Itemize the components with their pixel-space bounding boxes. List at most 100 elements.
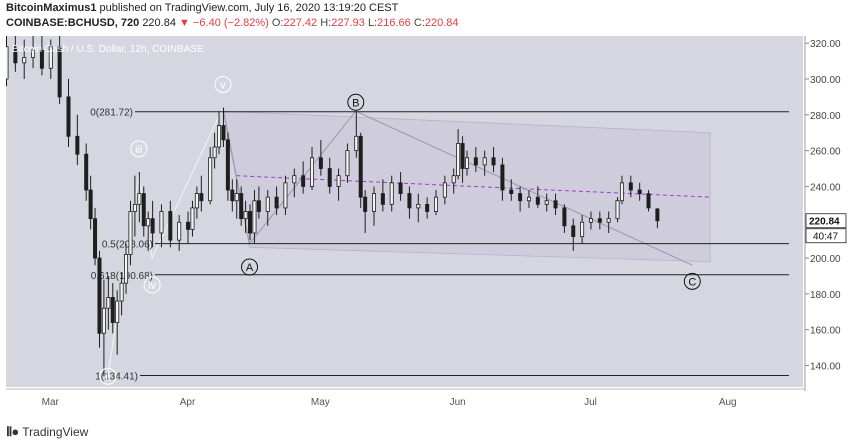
candle-body bbox=[518, 193, 523, 202]
candle-body bbox=[526, 196, 531, 202]
candle-body bbox=[88, 189, 93, 220]
candle-body bbox=[115, 300, 120, 323]
candle-body bbox=[363, 196, 368, 212]
low-value: 216.66 bbox=[377, 17, 411, 29]
close-label: C: bbox=[413, 17, 425, 29]
price-tick-label: 140.00 bbox=[810, 362, 841, 373]
price-tick-label: 180.00 bbox=[810, 290, 841, 301]
fib-level-label: 0(281.72) bbox=[90, 108, 133, 119]
candle-body bbox=[84, 153, 89, 191]
candle-body bbox=[500, 164, 505, 191]
candle-body bbox=[66, 96, 71, 137]
candle-body bbox=[13, 46, 18, 64]
published-text: published on TradingView.com, July 16, 2… bbox=[99, 2, 399, 14]
candle-body bbox=[97, 257, 102, 334]
candle-body bbox=[186, 221, 191, 230]
candle-body bbox=[110, 297, 115, 323]
wave-label-circle bbox=[99, 367, 117, 385]
wave-label: C bbox=[688, 276, 696, 288]
price-tick-label: 160.00 bbox=[810, 326, 841, 337]
time-tick-label: May bbox=[311, 397, 330, 408]
countdown-tag-label: 40:47 bbox=[813, 232, 838, 243]
candle-body bbox=[482, 157, 487, 166]
last-price-tag-label: 220.84 bbox=[809, 217, 840, 228]
price-change: ▼ −6.40 (−2.82%) bbox=[179, 17, 269, 29]
wave-label: B bbox=[352, 97, 359, 109]
candle-body bbox=[177, 221, 182, 241]
candle-body bbox=[119, 282, 124, 302]
wave-label: iv bbox=[148, 280, 156, 292]
candle-body bbox=[75, 135, 80, 155]
candle-body bbox=[597, 218, 602, 223]
candle-body bbox=[433, 196, 438, 212]
candle-body bbox=[292, 175, 297, 184]
time-tick-label: Jul bbox=[584, 397, 597, 408]
candle-body bbox=[230, 189, 235, 202]
candle-body bbox=[580, 221, 585, 237]
candle-body bbox=[239, 193, 244, 220]
brand-label: TradingView bbox=[22, 425, 89, 439]
candle-body bbox=[31, 49, 36, 58]
wave-label: iii bbox=[135, 144, 142, 156]
candle-body bbox=[48, 46, 53, 69]
wave-label: A bbox=[246, 262, 254, 274]
candle-body bbox=[509, 189, 514, 194]
candle-body bbox=[234, 193, 239, 202]
candle-body bbox=[398, 182, 403, 194]
candle-body bbox=[101, 307, 106, 334]
price-tick-label: 200.00 bbox=[810, 254, 841, 265]
low-label: L: bbox=[367, 17, 378, 29]
candle-body bbox=[132, 203, 137, 212]
wave-label-circle bbox=[241, 258, 259, 276]
time-tick-label: Mar bbox=[42, 397, 60, 408]
candle-body bbox=[57, 46, 62, 98]
candle-body bbox=[372, 193, 377, 212]
candle-body bbox=[274, 196, 279, 209]
candle-body bbox=[150, 218, 155, 234]
candle-body bbox=[128, 211, 133, 255]
candle-body bbox=[327, 168, 332, 187]
candle-body bbox=[106, 297, 111, 309]
candle-body bbox=[380, 193, 385, 205]
candle-body bbox=[217, 125, 222, 148]
candle-body bbox=[358, 135, 363, 198]
candle-body bbox=[544, 200, 549, 205]
candle-body bbox=[407, 193, 412, 209]
candle-body bbox=[225, 139, 230, 191]
fib-level-label: 1(134.41) bbox=[95, 372, 138, 383]
candle-body bbox=[208, 157, 213, 202]
high-label: H: bbox=[320, 17, 332, 29]
candle-body bbox=[460, 143, 465, 169]
candle-body bbox=[212, 146, 217, 159]
author-name[interactable]: BitcoinMaximus1 bbox=[6, 2, 97, 14]
close-value: 220.84 bbox=[424, 17, 459, 29]
wave-label-circle bbox=[143, 276, 161, 294]
candle-body bbox=[146, 218, 151, 227]
candle-body bbox=[473, 157, 478, 166]
wave-label: v bbox=[220, 79, 226, 91]
candle-body bbox=[243, 211, 248, 220]
tradingview-brand[interactable]: Ⅱ● TradingView bbox=[6, 424, 88, 440]
candle-body bbox=[168, 211, 173, 241]
candle-body bbox=[646, 193, 651, 209]
open-label: O: bbox=[271, 17, 284, 29]
candle-body bbox=[39, 49, 44, 69]
countdown-tag bbox=[805, 228, 847, 244]
candle-body bbox=[442, 182, 447, 198]
candle-body bbox=[137, 193, 142, 205]
candle-body bbox=[464, 157, 469, 169]
candle-body bbox=[451, 175, 456, 184]
last-price: 220.84 bbox=[142, 17, 176, 29]
candle-body bbox=[256, 200, 261, 212]
chart-title: Bitcoin Cash / U.S. Dollar, 12h, COINBAS… bbox=[12, 44, 204, 55]
candle-body bbox=[336, 175, 341, 187]
candle-body bbox=[248, 211, 253, 234]
symbol-label: COINBASE:BCHUSD, 720 bbox=[6, 17, 140, 29]
candle-body bbox=[637, 189, 642, 194]
candle-body bbox=[535, 196, 540, 205]
price-tick-label: 320.00 bbox=[810, 39, 841, 50]
candle-body bbox=[318, 157, 323, 169]
price-tick-label: 240.00 bbox=[810, 182, 841, 193]
open-value: 227.42 bbox=[283, 17, 318, 29]
